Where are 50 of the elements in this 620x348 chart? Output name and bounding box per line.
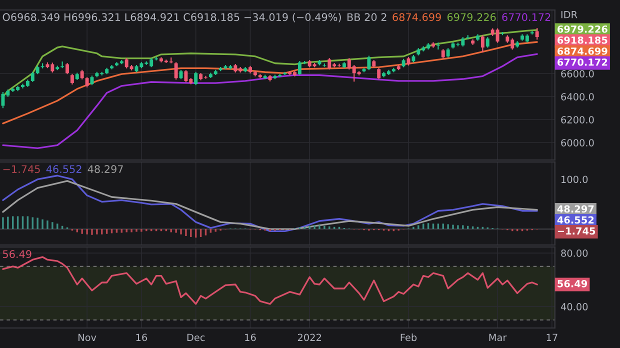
y-tick-label: 80.00 xyxy=(561,250,588,257)
text: 46.552 xyxy=(557,216,594,224)
x-tick-label: 16 xyxy=(245,334,256,342)
line-series xyxy=(2,53,538,149)
candlestick xyxy=(66,62,69,75)
text: 6979.226 xyxy=(558,25,608,33)
annotation: BB 20 2 xyxy=(347,13,386,22)
y-tick-label: 6000.0 xyxy=(561,139,594,146)
x-tick-label: Feb xyxy=(400,334,417,342)
text: 6874.699 xyxy=(558,47,608,55)
candlestick xyxy=(154,56,158,61)
text: 46.552 xyxy=(46,165,82,174)
y-axis-title: IDR xyxy=(561,11,578,18)
text: 56.49 xyxy=(558,280,588,288)
text: −1.745 xyxy=(3,165,40,174)
y-tick-label: 6400.0 xyxy=(561,93,594,100)
y-tick-label: 6600.0 xyxy=(561,70,594,78)
text: −1.745 xyxy=(558,227,596,235)
text: 6770.172 xyxy=(558,58,608,66)
x-tick-label: 16 xyxy=(136,334,148,342)
candlestick xyxy=(80,69,84,80)
annotation: O6968.349 H6996.321 L6894.921 C6918.185 −34.019 (−0.49%) xyxy=(2,13,341,22)
candlestick xyxy=(486,36,490,48)
candlestick xyxy=(194,71,198,86)
line-series xyxy=(2,41,538,124)
annotation: 6979.226 xyxy=(447,13,496,22)
x-tick-label: Nov xyxy=(78,334,96,342)
candlestick xyxy=(535,27,539,40)
y-tick-label: 40.00 xyxy=(560,303,588,310)
text: 48.297 xyxy=(557,205,594,213)
annotation: 56.49 xyxy=(3,250,32,258)
candlestick xyxy=(30,71,34,82)
y-tick-label: 6200.0 xyxy=(561,116,594,124)
candlestick xyxy=(174,62,178,80)
candlestick xyxy=(446,48,450,58)
candlestick xyxy=(367,55,371,71)
text: 100.0 xyxy=(562,176,588,184)
text: 48.297 xyxy=(88,165,123,174)
x-tick-label: Dec xyxy=(187,334,205,342)
x-tick-label: 17 xyxy=(546,334,558,341)
x-tick-label: 2022 xyxy=(298,334,321,342)
candlestick xyxy=(480,34,484,53)
candlestick xyxy=(70,73,74,86)
x-tick-label: Mar xyxy=(489,334,507,342)
candlestick xyxy=(377,67,381,80)
annotation: 6770.172 xyxy=(502,13,550,22)
annotation: 6874.699 xyxy=(392,13,441,22)
candlestick xyxy=(85,76,89,88)
candlestick xyxy=(441,48,445,60)
text: 6918.185 xyxy=(558,36,608,44)
